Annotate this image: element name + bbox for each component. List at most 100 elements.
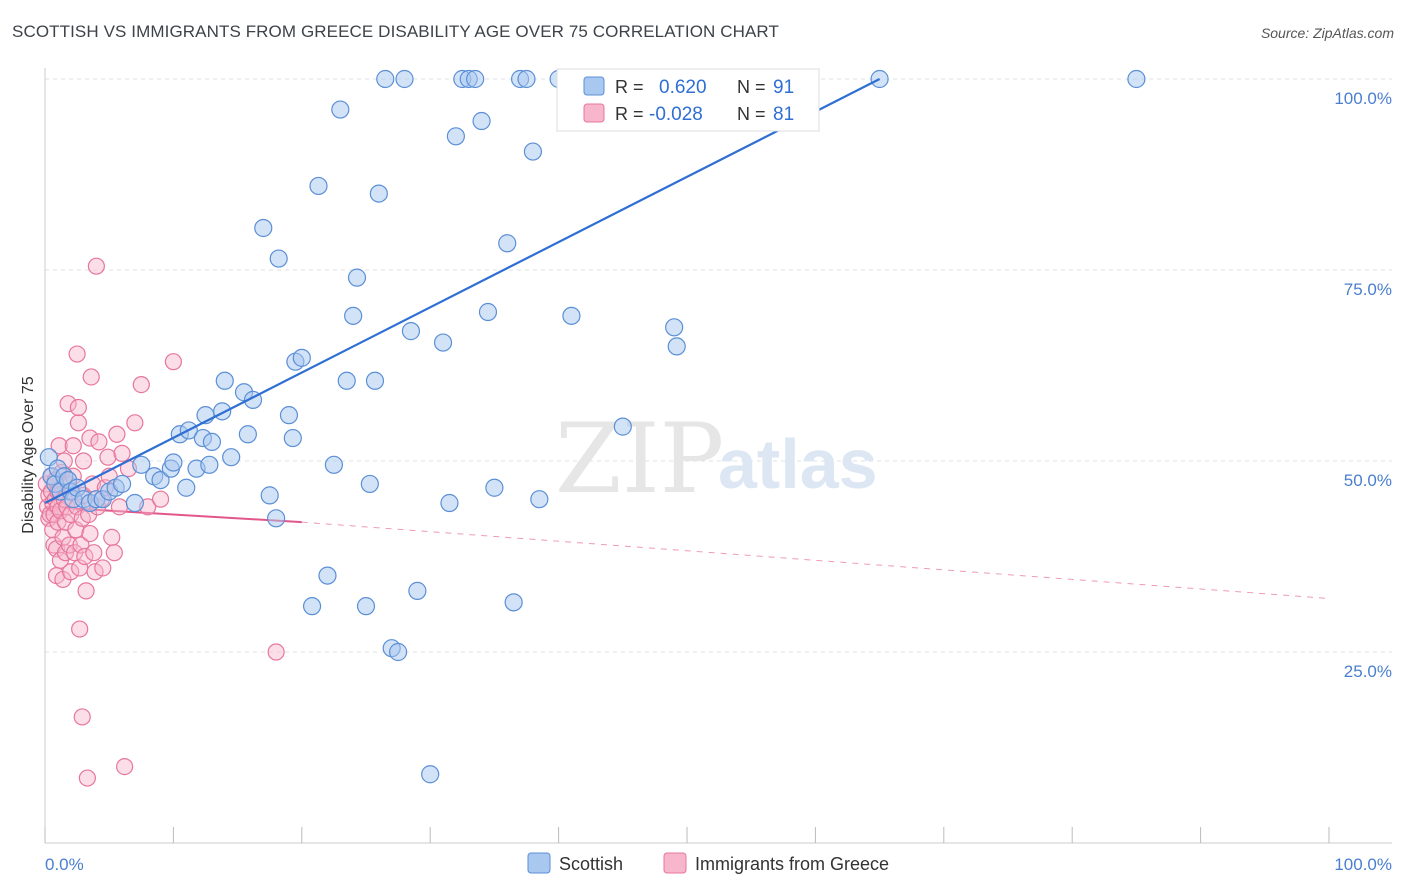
point-greece (50, 437, 68, 455)
point-greece (116, 757, 134, 776)
legend-label-scottish: Scottish (559, 854, 623, 874)
point-greece (81, 524, 99, 543)
series-legend: Scottish Immigrants from Greece (527, 852, 889, 874)
point-greece (105, 544, 123, 562)
points-greece (37, 257, 285, 787)
x-tick-label-min: 0.0% (45, 855, 84, 874)
point-scottish (440, 493, 459, 513)
point-scottish (324, 455, 343, 474)
tick-labels: 25.0% 50.0% 75.0% 100.0% 0.0% 100.0% (45, 89, 1392, 874)
y-tick-label: 25.0% (1344, 662, 1392, 681)
trend-line-scottish (44, 78, 881, 505)
point-scottish (213, 402, 232, 421)
point-scottish (260, 486, 279, 505)
point-greece (76, 547, 94, 566)
point-scottish (562, 306, 581, 325)
point-greece (90, 433, 108, 451)
point-greece (85, 544, 103, 562)
stats-r-value-greece: -0.028 (649, 104, 703, 125)
point-scottish (164, 453, 183, 472)
point-scottish (318, 566, 337, 585)
point-greece (110, 498, 129, 516)
trend-line-greece (44, 505, 1330, 600)
stats-legend-box: R = 0.620 N = 91 R = -0.028 N = 81 (556, 68, 820, 132)
point-scottish (344, 306, 363, 325)
legend-label-greece: Immigrants from Greece (695, 854, 889, 874)
stats-n-value-greece: 81 (773, 104, 794, 125)
point-greece (78, 769, 96, 787)
stats-r-label-greece: R = (615, 104, 644, 124)
point-scottish (347, 268, 367, 287)
point-scottish (401, 322, 421, 341)
point-greece (69, 414, 87, 432)
point-scottish (369, 184, 388, 203)
point-greece (87, 257, 105, 275)
point-greece (73, 708, 91, 726)
point-scottish (132, 455, 151, 474)
point-scottish (667, 337, 686, 356)
point-greece (74, 452, 93, 470)
stats-n-value-scottish: 91 (773, 77, 794, 98)
trend-line-greece-dashed (301, 521, 1330, 600)
point-scottish (523, 142, 543, 161)
point-scottish (485, 478, 504, 497)
point-scottish (517, 69, 536, 89)
point-scottish (283, 428, 302, 448)
legend-swatch-scottish (527, 852, 551, 874)
point-scottish (504, 593, 523, 612)
point-scottish (215, 371, 234, 390)
point-scottish (478, 302, 498, 322)
point-greece (81, 429, 99, 447)
point-greece (164, 353, 182, 371)
point-scottish (421, 765, 440, 784)
point-scottish (302, 597, 322, 616)
point-scottish (466, 69, 485, 89)
point-scottish (222, 448, 241, 467)
point-scottish (151, 471, 170, 490)
point-greece (62, 563, 80, 581)
source-credit: Source: ZipAtlas.com (1260, 25, 1394, 41)
point-scottish (360, 474, 379, 494)
point-greece (77, 582, 95, 600)
watermark-atlas: atlas (718, 425, 878, 503)
point-scottish (267, 509, 286, 528)
point-scottish (408, 581, 427, 600)
point-scottish (498, 234, 517, 253)
point-scottish (238, 425, 257, 444)
point-greece (69, 398, 87, 417)
point-scottish (395, 69, 414, 89)
points-scottish (39, 69, 1146, 784)
point-greece (103, 528, 121, 547)
grid-lines (45, 78, 1392, 653)
stats-r-value-scottish: 0.620 (659, 77, 707, 98)
point-greece (126, 414, 144, 432)
point-greece (108, 425, 126, 443)
point-scottish (254, 218, 273, 238)
watermark: ZIP atlas (555, 403, 878, 515)
y-axis-label: Disability Age Over 75 (20, 376, 37, 534)
point-greece (59, 395, 77, 413)
point-scottish (200, 455, 219, 474)
stats-r-label-scottish: R = (615, 77, 644, 97)
point-scottish (365, 371, 385, 390)
stats-n-label-greece: N = (737, 104, 766, 124)
point-scottish (331, 100, 350, 119)
point-scottish (292, 348, 311, 367)
point-scottish (376, 69, 395, 89)
point-scottish (125, 493, 144, 513)
point-greece (68, 345, 86, 363)
legend-swatch-greece (663, 852, 687, 874)
point-greece (113, 444, 131, 462)
point-scottish (202, 432, 222, 451)
y-tick-label: 50.0% (1344, 471, 1392, 490)
point-greece (132, 376, 150, 394)
point-scottish (112, 474, 132, 494)
point-scottish (269, 249, 288, 268)
point-greece (64, 437, 82, 455)
point-scottish (177, 478, 196, 497)
point-scottish (356, 597, 376, 616)
point-scottish (279, 406, 299, 425)
y-tick-label: 100.0% (1334, 89, 1392, 108)
point-scottish (309, 176, 328, 196)
